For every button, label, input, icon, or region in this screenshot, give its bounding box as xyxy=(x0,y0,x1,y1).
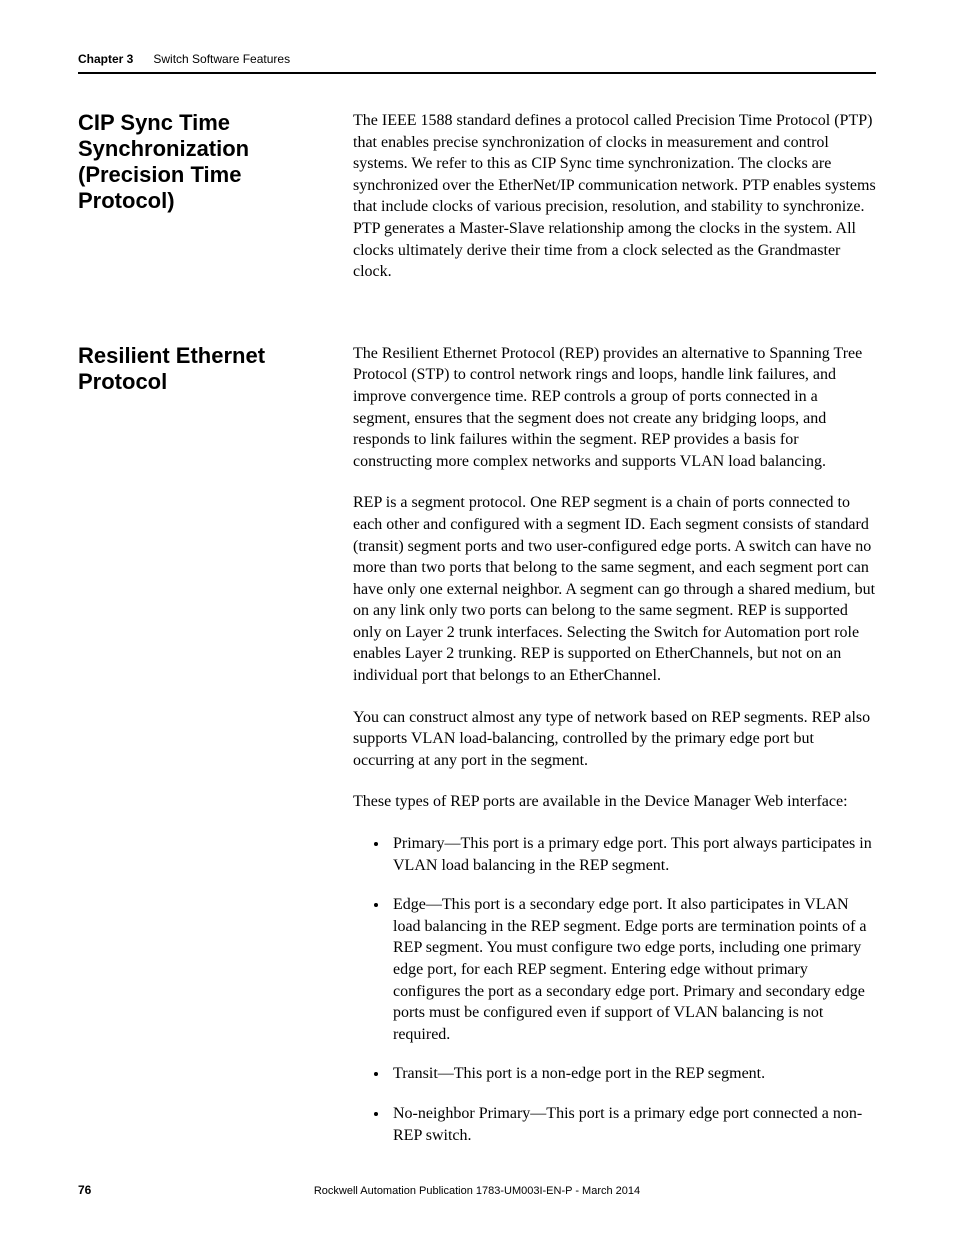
bullet-list: Primary—This port is a primary edge port… xyxy=(353,833,876,1146)
page-footer: 76 Rockwell Automation Publication 1783-… xyxy=(78,1185,876,1197)
paragraph: REP is a segment protocol. One REP segme… xyxy=(353,492,876,686)
paragraph: These types of REP ports are available i… xyxy=(353,791,876,813)
section-rep: Resilient Ethernet Protocol The Resilien… xyxy=(78,343,876,1164)
header-rule xyxy=(78,72,876,74)
paragraph: The IEEE 1588 standard defines a protoco… xyxy=(353,110,876,283)
section-body: The Resilient Ethernet Protocol (REP) pr… xyxy=(353,343,876,1164)
section-body: The IEEE 1588 standard defines a protoco… xyxy=(353,110,876,303)
running-head: Chapter 3 Switch Software Features xyxy=(78,52,876,66)
chapter-title: Switch Software Features xyxy=(153,52,290,66)
page: Chapter 3 Switch Software Features CIP S… xyxy=(0,0,954,1235)
chapter-label: Chapter 3 xyxy=(78,52,133,66)
section-heading: CIP Sync Time Synchronization (Precision… xyxy=(78,110,353,214)
list-item: Primary—This port is a primary edge port… xyxy=(389,833,876,876)
section-cip-sync: CIP Sync Time Synchronization (Precision… xyxy=(78,110,876,303)
paragraph: The Resilient Ethernet Protocol (REP) pr… xyxy=(353,343,876,473)
list-item: Transit—This port is a non-edge port in … xyxy=(389,1063,876,1085)
publication-info: Rockwell Automation Publication 1783-UM0… xyxy=(78,1185,876,1197)
page-number: 76 xyxy=(78,1183,91,1197)
section-heading: Resilient Ethernet Protocol xyxy=(78,343,353,395)
list-item: Edge—This port is a secondary edge port.… xyxy=(389,894,876,1045)
paragraph: You can construct almost any type of net… xyxy=(353,707,876,772)
list-item: No-neighbor Primary—This port is a prima… xyxy=(389,1103,876,1146)
